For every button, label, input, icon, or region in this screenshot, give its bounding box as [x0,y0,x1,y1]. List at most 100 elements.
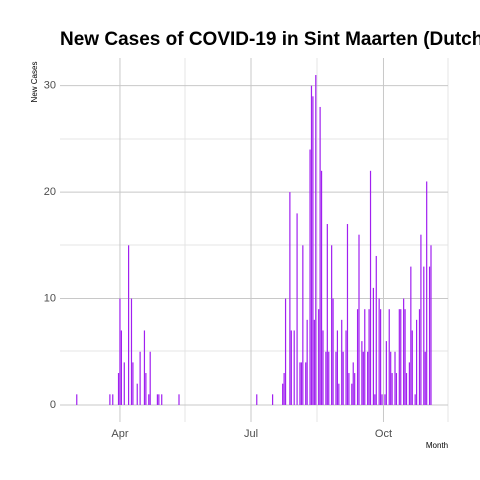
bar [158,394,160,405]
bar [342,351,344,405]
bar [369,170,372,405]
bar [391,373,393,405]
y-axis-title: New Cases [30,62,39,103]
bar [143,330,146,405]
bar [306,319,308,405]
bar [358,234,360,405]
bar [313,319,315,405]
bar [356,309,359,405]
bar [145,373,147,405]
bar [362,351,364,405]
bar [305,362,307,405]
bar [404,309,406,405]
bar [293,330,295,405]
bar [123,362,125,405]
bar [372,287,374,405]
y-tick-label: 20 [44,186,56,198]
x-tick-label: Oct [375,428,392,440]
bar [381,394,383,405]
bar [385,341,387,405]
bar [361,341,363,405]
bar [76,394,78,405]
bar [282,383,284,405]
bar [120,330,122,405]
bar [290,330,292,405]
bar [403,298,405,405]
bar [430,245,432,405]
bar [310,85,313,405]
bar [325,351,327,405]
bar [410,266,412,405]
bar [378,298,380,405]
bar [128,245,130,405]
bar [156,394,158,405]
bar [335,351,337,405]
bar [289,192,291,405]
bar [326,224,328,405]
bar [300,362,302,405]
bar [346,224,349,405]
bar [319,106,321,405]
x-tick-label: Jul [244,428,258,440]
bar [348,373,350,405]
bar [426,181,428,405]
bar [352,362,354,405]
y-tick-label: 10 [44,292,56,304]
bar [428,266,431,405]
bar [405,373,408,405]
y-tick-label: 0 [50,399,56,411]
bar [388,309,390,405]
bar [315,75,317,405]
bar [408,362,410,405]
bar [416,319,418,405]
bar [302,245,304,405]
bar [139,351,141,405]
bar [112,394,114,405]
bar [309,149,311,405]
bar [117,373,120,405]
bar [332,298,334,405]
bar [136,383,138,405]
bar [149,351,151,405]
bar [354,373,356,405]
bar [374,394,376,405]
bar [414,394,416,405]
bar [418,309,421,405]
y-tick-label: 30 [44,80,56,92]
bar [398,309,400,405]
bar [299,362,301,405]
bar [130,298,133,405]
bar [345,330,347,405]
bar [351,383,353,405]
bar [331,245,333,405]
bar [284,298,287,405]
bar [390,351,392,405]
bar [318,309,320,405]
bar [320,170,323,405]
chart-title: New Cases of COVID-19 in Sint Maarten (D… [60,29,480,50]
bar [341,319,343,405]
bar [423,266,425,405]
bar [375,255,377,405]
bar [109,394,111,405]
bar [283,373,285,405]
bar [424,351,426,405]
bar [178,394,180,405]
bar [368,309,370,405]
bar [161,394,163,405]
bar [256,394,258,405]
bar [400,309,402,405]
bar [322,330,324,405]
bar [367,351,369,405]
bar [364,309,366,405]
bar [296,213,298,405]
bar [411,330,413,405]
bar [148,394,150,405]
bar [328,351,330,405]
x-tick-label: Apr [111,428,128,440]
bar [132,362,134,405]
bar [395,373,398,405]
bar [272,394,274,405]
bar [312,96,314,405]
